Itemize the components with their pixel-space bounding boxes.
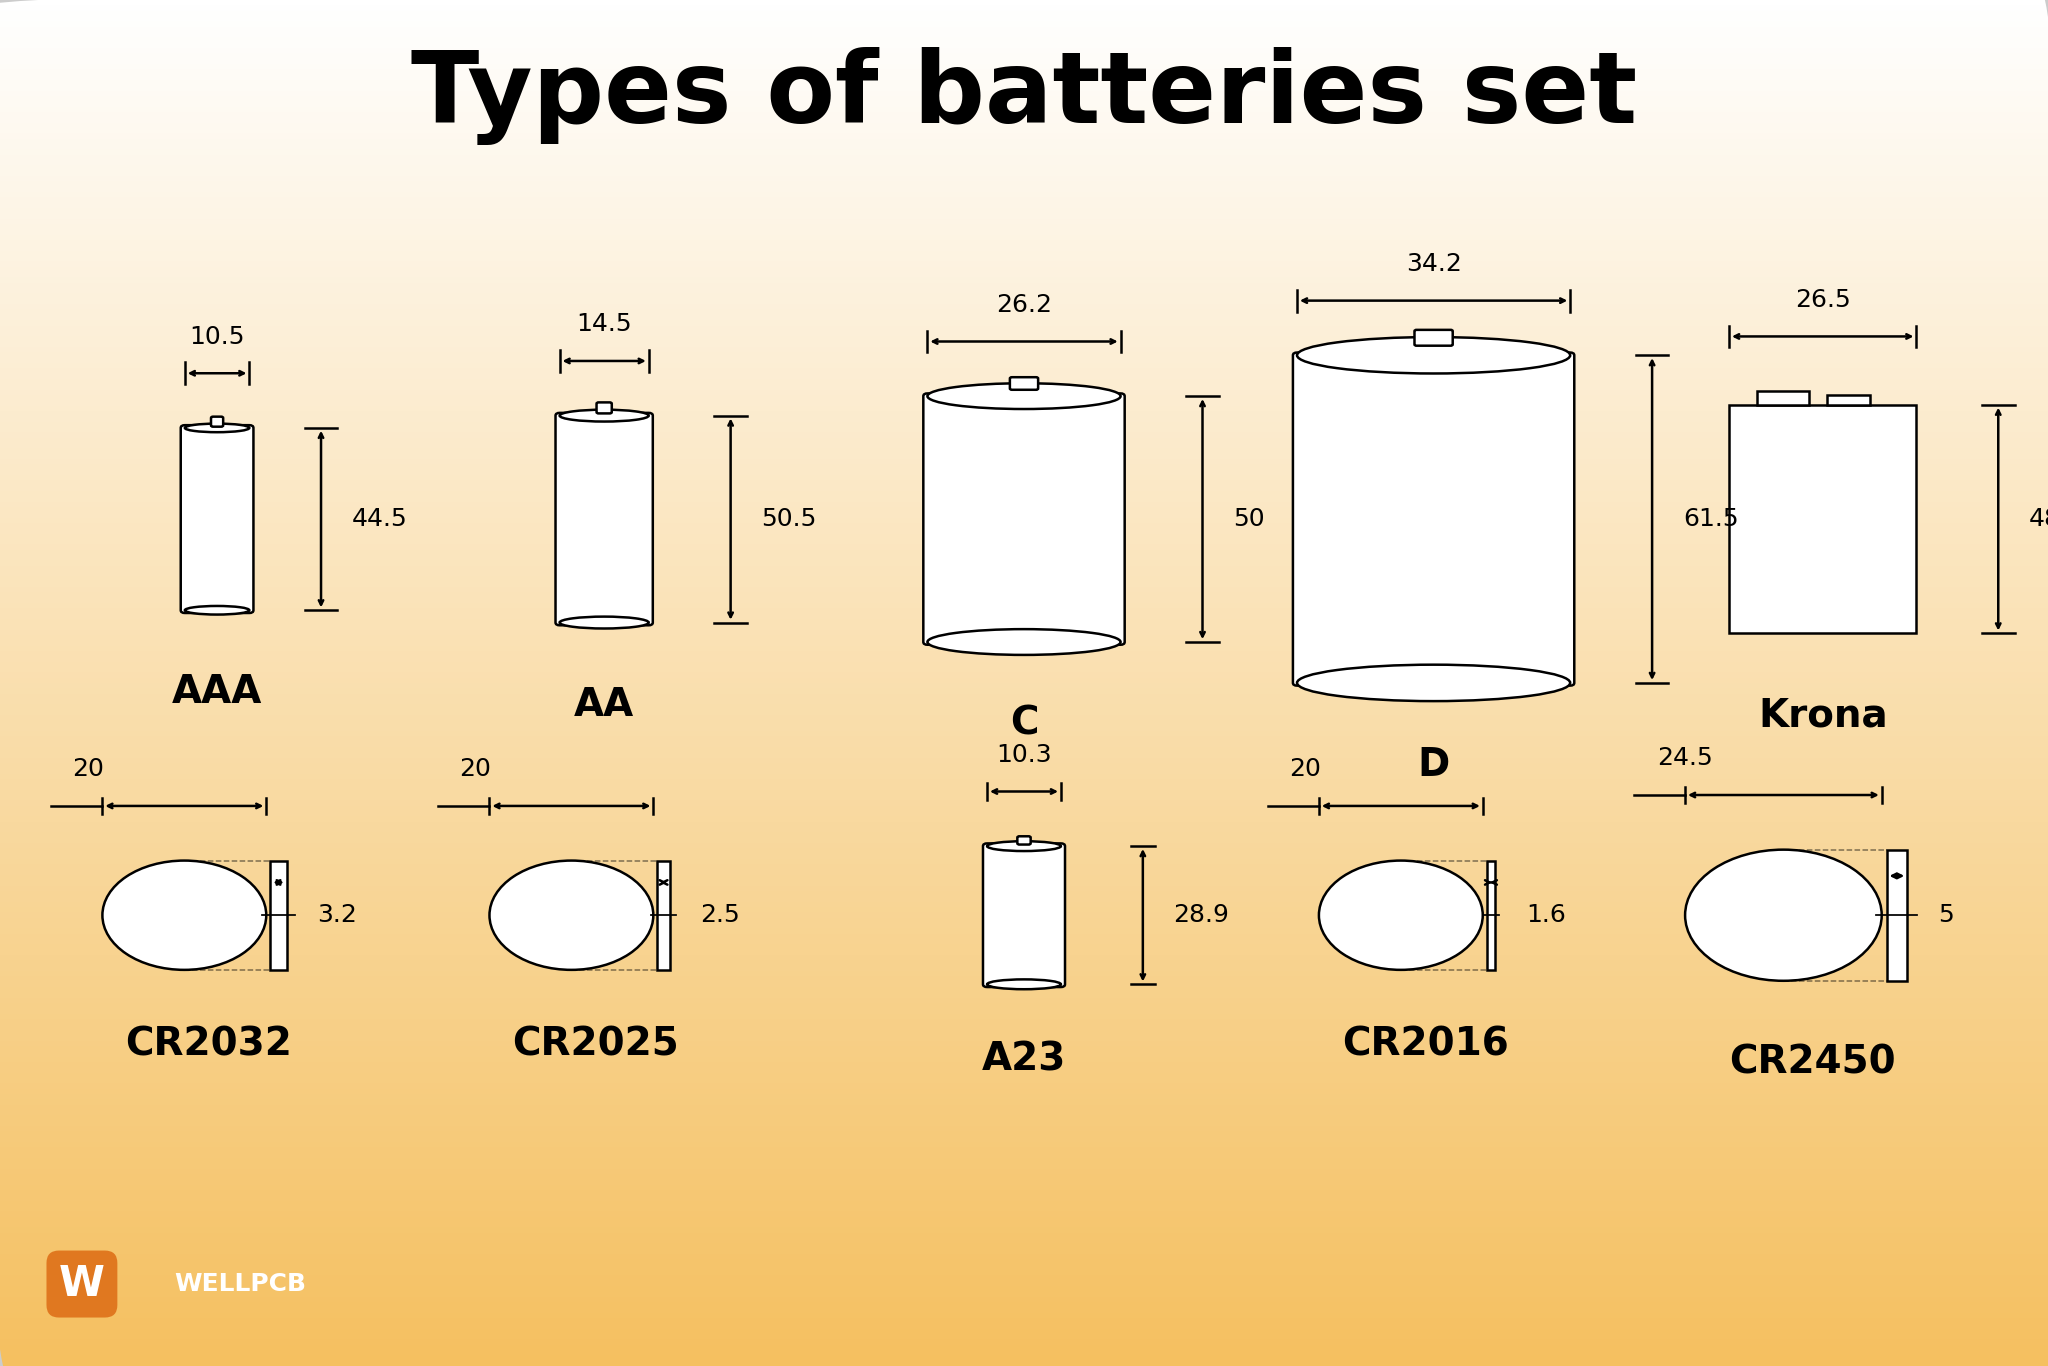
Text: 50.5: 50.5 (762, 507, 817, 531)
FancyBboxPatch shape (1415, 329, 1452, 346)
FancyBboxPatch shape (211, 417, 223, 426)
Text: 3.2: 3.2 (317, 903, 356, 928)
Ellipse shape (184, 607, 250, 615)
Ellipse shape (559, 410, 649, 422)
Circle shape (1686, 850, 1882, 981)
Text: AA: AA (573, 686, 635, 724)
Ellipse shape (928, 384, 1120, 408)
Text: CR2016: CR2016 (1341, 1026, 1509, 1064)
Bar (1757, 391, 1808, 404)
Text: Krona: Krona (1757, 697, 1888, 735)
Ellipse shape (1296, 337, 1571, 373)
Text: CR2025: CR2025 (512, 1026, 680, 1064)
Text: 20: 20 (1288, 757, 1321, 781)
Text: 2.5: 2.5 (700, 903, 739, 928)
Text: 1.6: 1.6 (1526, 903, 1565, 928)
Text: 20: 20 (72, 757, 104, 781)
Ellipse shape (987, 841, 1061, 851)
Bar (1886, 850, 1907, 981)
Text: 10.3: 10.3 (995, 743, 1053, 766)
Bar (657, 861, 670, 970)
Text: A23: A23 (981, 1041, 1067, 1078)
Ellipse shape (559, 616, 649, 628)
FancyBboxPatch shape (1018, 836, 1030, 844)
Text: CR2450: CR2450 (1731, 1044, 1896, 1082)
Bar (270, 861, 287, 970)
Text: 50: 50 (1233, 507, 1266, 531)
FancyBboxPatch shape (924, 393, 1124, 645)
FancyBboxPatch shape (1010, 377, 1038, 389)
Text: D: D (1417, 746, 1450, 784)
Text: 28.9: 28.9 (1174, 903, 1229, 928)
Text: 44.5: 44.5 (352, 507, 408, 531)
Ellipse shape (1296, 665, 1571, 701)
Text: 48.5: 48.5 (2030, 507, 2048, 531)
Circle shape (489, 861, 653, 970)
Text: 26.5: 26.5 (1794, 288, 1851, 311)
Text: 5: 5 (1937, 903, 1954, 928)
Bar (1827, 395, 1870, 404)
Text: CR2032: CR2032 (125, 1026, 293, 1064)
Text: AAA: AAA (172, 673, 262, 712)
Text: 24.5: 24.5 (1657, 746, 1712, 770)
FancyBboxPatch shape (180, 425, 254, 613)
Text: 34.2: 34.2 (1405, 253, 1462, 276)
Text: Types of batteries set: Types of batteries set (412, 46, 1636, 145)
Text: WELLPCB: WELLPCB (174, 1272, 305, 1296)
Text: C: C (1010, 705, 1038, 743)
Ellipse shape (928, 630, 1120, 654)
FancyBboxPatch shape (555, 413, 653, 626)
Text: 14.5: 14.5 (575, 313, 633, 336)
Text: W: W (59, 1264, 104, 1305)
Text: 61.5: 61.5 (1683, 507, 1739, 531)
Text: 26.2: 26.2 (995, 292, 1053, 317)
Bar (1729, 404, 1917, 634)
Ellipse shape (184, 423, 250, 432)
Circle shape (102, 861, 266, 970)
FancyBboxPatch shape (1292, 352, 1575, 686)
FancyBboxPatch shape (983, 843, 1065, 988)
Text: 20: 20 (459, 757, 492, 781)
FancyBboxPatch shape (596, 403, 612, 414)
Text: 10.5: 10.5 (188, 325, 246, 348)
Circle shape (1319, 861, 1483, 970)
Bar (1487, 861, 1495, 970)
Ellipse shape (987, 979, 1061, 989)
